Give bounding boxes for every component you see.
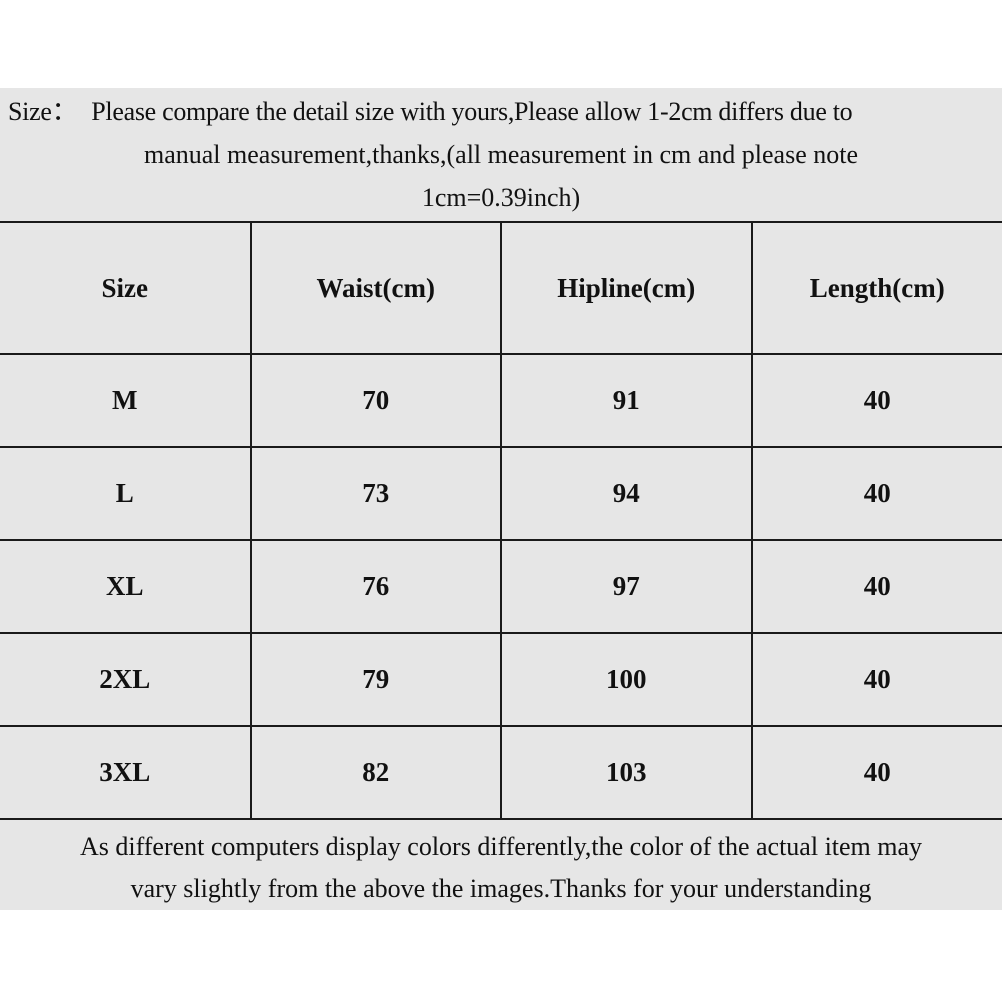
table-row: 3XL 82 103 40 — [0, 725, 1002, 820]
cell-length: 40 — [750, 632, 1002, 727]
table-header-row: Size Waist(cm) Hipline(cm) Length(cm) — [0, 221, 1002, 355]
disclaimer-line-1: As different computers display colors di… — [79, 832, 923, 861]
size-note-text-1: Please compare the detail size with your… — [91, 97, 853, 126]
header-hipline: Hipline(cm) — [500, 221, 753, 355]
cell-waist: 76 — [249, 539, 502, 634]
cell-waist: 79 — [249, 632, 502, 727]
size-note-line-1: Size： Please compare the detail size with… — [0, 90, 1002, 133]
header-size: Size — [0, 221, 252, 355]
table-row: XL 76 97 40 — [0, 539, 1002, 634]
cell-hipline: 100 — [500, 632, 753, 727]
cell-waist: 73 — [249, 446, 502, 541]
size-note: Size： Please compare the detail size with… — [0, 90, 1002, 219]
table-row: 2XL 79 100 40 — [0, 632, 1002, 727]
size-note-label: Size： — [8, 97, 78, 126]
cell-size: 2XL — [0, 632, 252, 727]
cell-hipline: 94 — [500, 446, 753, 541]
cell-hipline: 91 — [500, 353, 753, 448]
cell-size: M — [0, 353, 252, 448]
cell-waist: 82 — [249, 725, 502, 820]
header-waist: Waist(cm) — [249, 221, 502, 355]
table-row: L 73 94 40 — [0, 446, 1002, 541]
disclaimer-line-2: vary slightly from the above the images.… — [130, 874, 872, 903]
size-table: Size Waist(cm) Hipline(cm) Length(cm) M … — [0, 221, 1002, 820]
header-length: Length(cm) — [750, 221, 1002, 355]
size-note-line-2: manual measurement,thanks,(all measureme… — [143, 140, 859, 169]
size-note-line-3: 1cm=0.39inch) — [421, 183, 581, 212]
cell-waist: 70 — [249, 353, 502, 448]
cell-length: 40 — [750, 725, 1002, 820]
cell-size: 3XL — [0, 725, 252, 820]
cell-hipline: 97 — [500, 539, 753, 634]
cell-length: 40 — [750, 353, 1002, 448]
cell-length: 40 — [750, 539, 1002, 634]
cell-hipline: 103 — [500, 725, 753, 820]
cell-length: 40 — [750, 446, 1002, 541]
table-row: M 70 91 40 — [0, 353, 1002, 448]
color-disclaimer: As different computers display colors di… — [0, 826, 1002, 910]
cell-size: XL — [0, 539, 252, 634]
cell-size: L — [0, 446, 252, 541]
